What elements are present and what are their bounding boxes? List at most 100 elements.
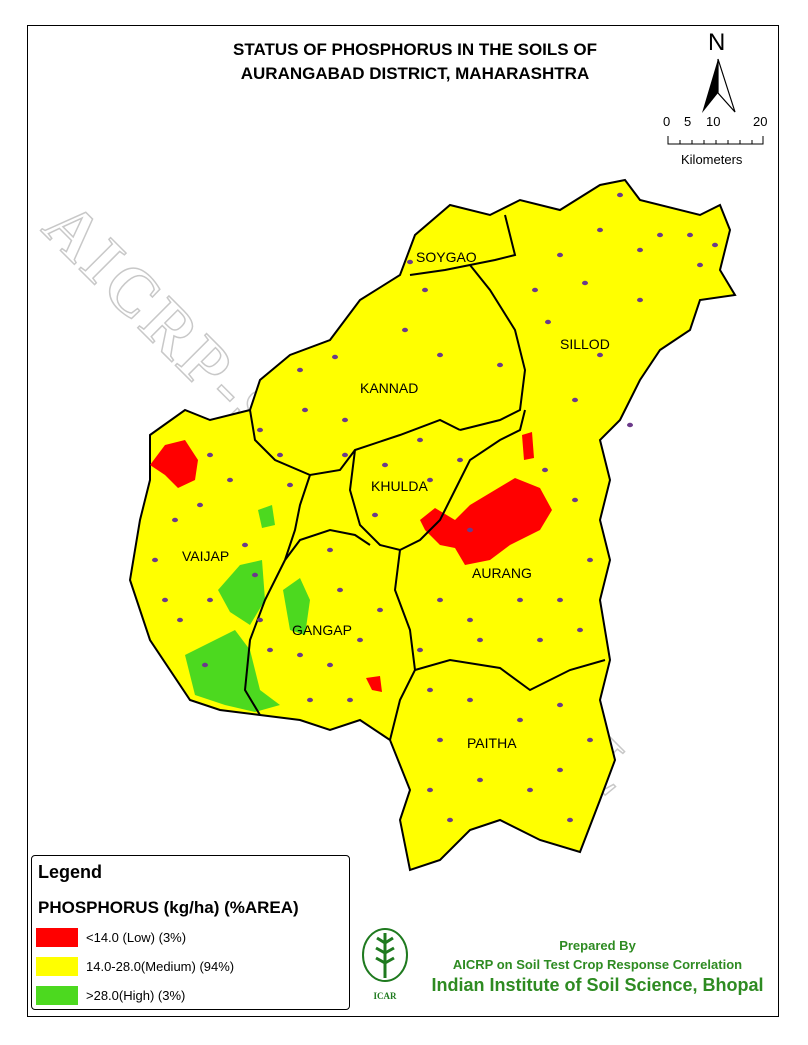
sample-point [342,452,348,458]
sample-point [252,572,258,578]
sample-point [437,737,443,743]
sample-point [545,319,551,325]
sample-point [307,697,313,703]
sample-point [427,687,433,693]
sample-point [557,767,563,773]
sample-point [172,517,178,523]
sample-point [297,652,303,658]
sample-points [152,192,718,823]
sample-point [242,542,248,548]
taluka-labels: SOYGAO SILLOD KANNAD KHULDA VAIJAP GANGA… [182,249,610,751]
taluka-boundary [284,474,371,561]
sample-point [572,397,578,403]
taluka-boundary [348,409,526,552]
credit-aicrp: AICRP on Soil Test Crop Response Correla… [452,957,743,972]
low-zone [420,478,552,565]
sample-point [532,287,538,293]
sample-point [537,637,543,643]
sample-point [402,327,408,333]
icar-logo: ICAR [362,928,408,1001]
sample-point [637,247,643,253]
sample-point [372,512,378,518]
sample-point [517,597,523,603]
taluka-label-kannad: KANNAD [360,380,418,396]
sample-point [597,352,603,358]
sample-point [422,287,428,293]
legend-heading: Legend [38,862,103,882]
sample-point [327,662,333,668]
sample-point [202,662,208,668]
sample-point [637,297,643,303]
legend-subtitle: PHOSPHORUS (kg/ha) (%AREA) [38,898,299,917]
sample-point [457,457,463,463]
legend-item-medium: 14.0-28.0(Medium) (94%) [36,957,234,976]
north-arrow: N [702,29,736,113]
sample-point [297,367,303,373]
sample-point [697,262,703,268]
sample-point [427,477,433,483]
sample-point [587,557,593,563]
high-zone [283,578,310,635]
map-title: STATUS OF PHOSPHORUS IN THE SOILS OF AUR… [150,38,680,86]
sample-point [277,452,283,458]
high-zone [258,505,275,528]
taluka-boundary [409,214,517,276]
sample-point [162,597,168,603]
sample-point [712,242,718,248]
sample-point [342,417,348,423]
sample-point [347,697,353,703]
sample-point [207,452,213,458]
map-frame [27,25,779,1017]
taluka-boundary [414,658,606,692]
taluka-label-sillod: SILLOD [560,336,610,352]
sample-point [257,427,263,433]
sample-point [332,354,338,360]
sample-point [517,717,523,723]
north-arrow-icon [702,59,718,113]
taluka-label-aurang: AURANG [472,565,532,581]
sample-point [267,647,273,653]
taluka-boundaries [243,214,606,741]
scale-line [667,136,764,145]
sample-point [617,192,623,198]
sample-point [382,462,388,468]
scale-tick-0: 0 [663,114,671,129]
sample-point [467,697,473,703]
sample-point [447,817,453,823]
low-zone [522,432,534,460]
low-zone [150,440,198,488]
sample-point [417,437,423,443]
legend-swatch-medium [36,957,78,976]
sample-point [227,477,233,483]
legend-item-high: >28.0(High) (3%) [36,986,185,1005]
sample-point [627,422,633,428]
sample-point [407,259,413,265]
sample-point [567,817,573,823]
north-label: N [708,29,725,56]
legend-item-low: <14.0 (Low) (3%) [36,928,186,947]
taluka-boundary [249,409,461,477]
sample-point [587,737,593,743]
sample-point [257,617,263,623]
sample-point [207,597,213,603]
sample-point [687,232,693,238]
sample-point [467,527,473,533]
legend-label-low: <14.0 (Low) (3%) [86,930,187,945]
sample-point [197,502,203,508]
credit-iiss: Indian Institute of Soil Science, Bhopal [431,975,764,995]
taluka-boundary [389,549,417,741]
sample-point [302,407,308,413]
sample-point [177,617,183,623]
sample-point [152,557,158,563]
legend-label-high: >28.0(High) (3%) [86,988,186,1003]
legend-swatch-low [36,928,78,947]
credit-block: ICAR Prepared By AICRP on Soil Test Crop… [355,920,780,1015]
title-line-1: STATUS OF PHOSPHORUS IN THE SOILS OF [233,40,597,59]
sample-point [657,232,663,238]
sample-point [437,597,443,603]
sample-point [477,777,483,783]
sample-point [287,482,293,488]
taluka-label-vaijap: VAIJAP [182,548,229,564]
legend-label-medium: 14.0-28.0(Medium) (94%) [86,959,235,974]
